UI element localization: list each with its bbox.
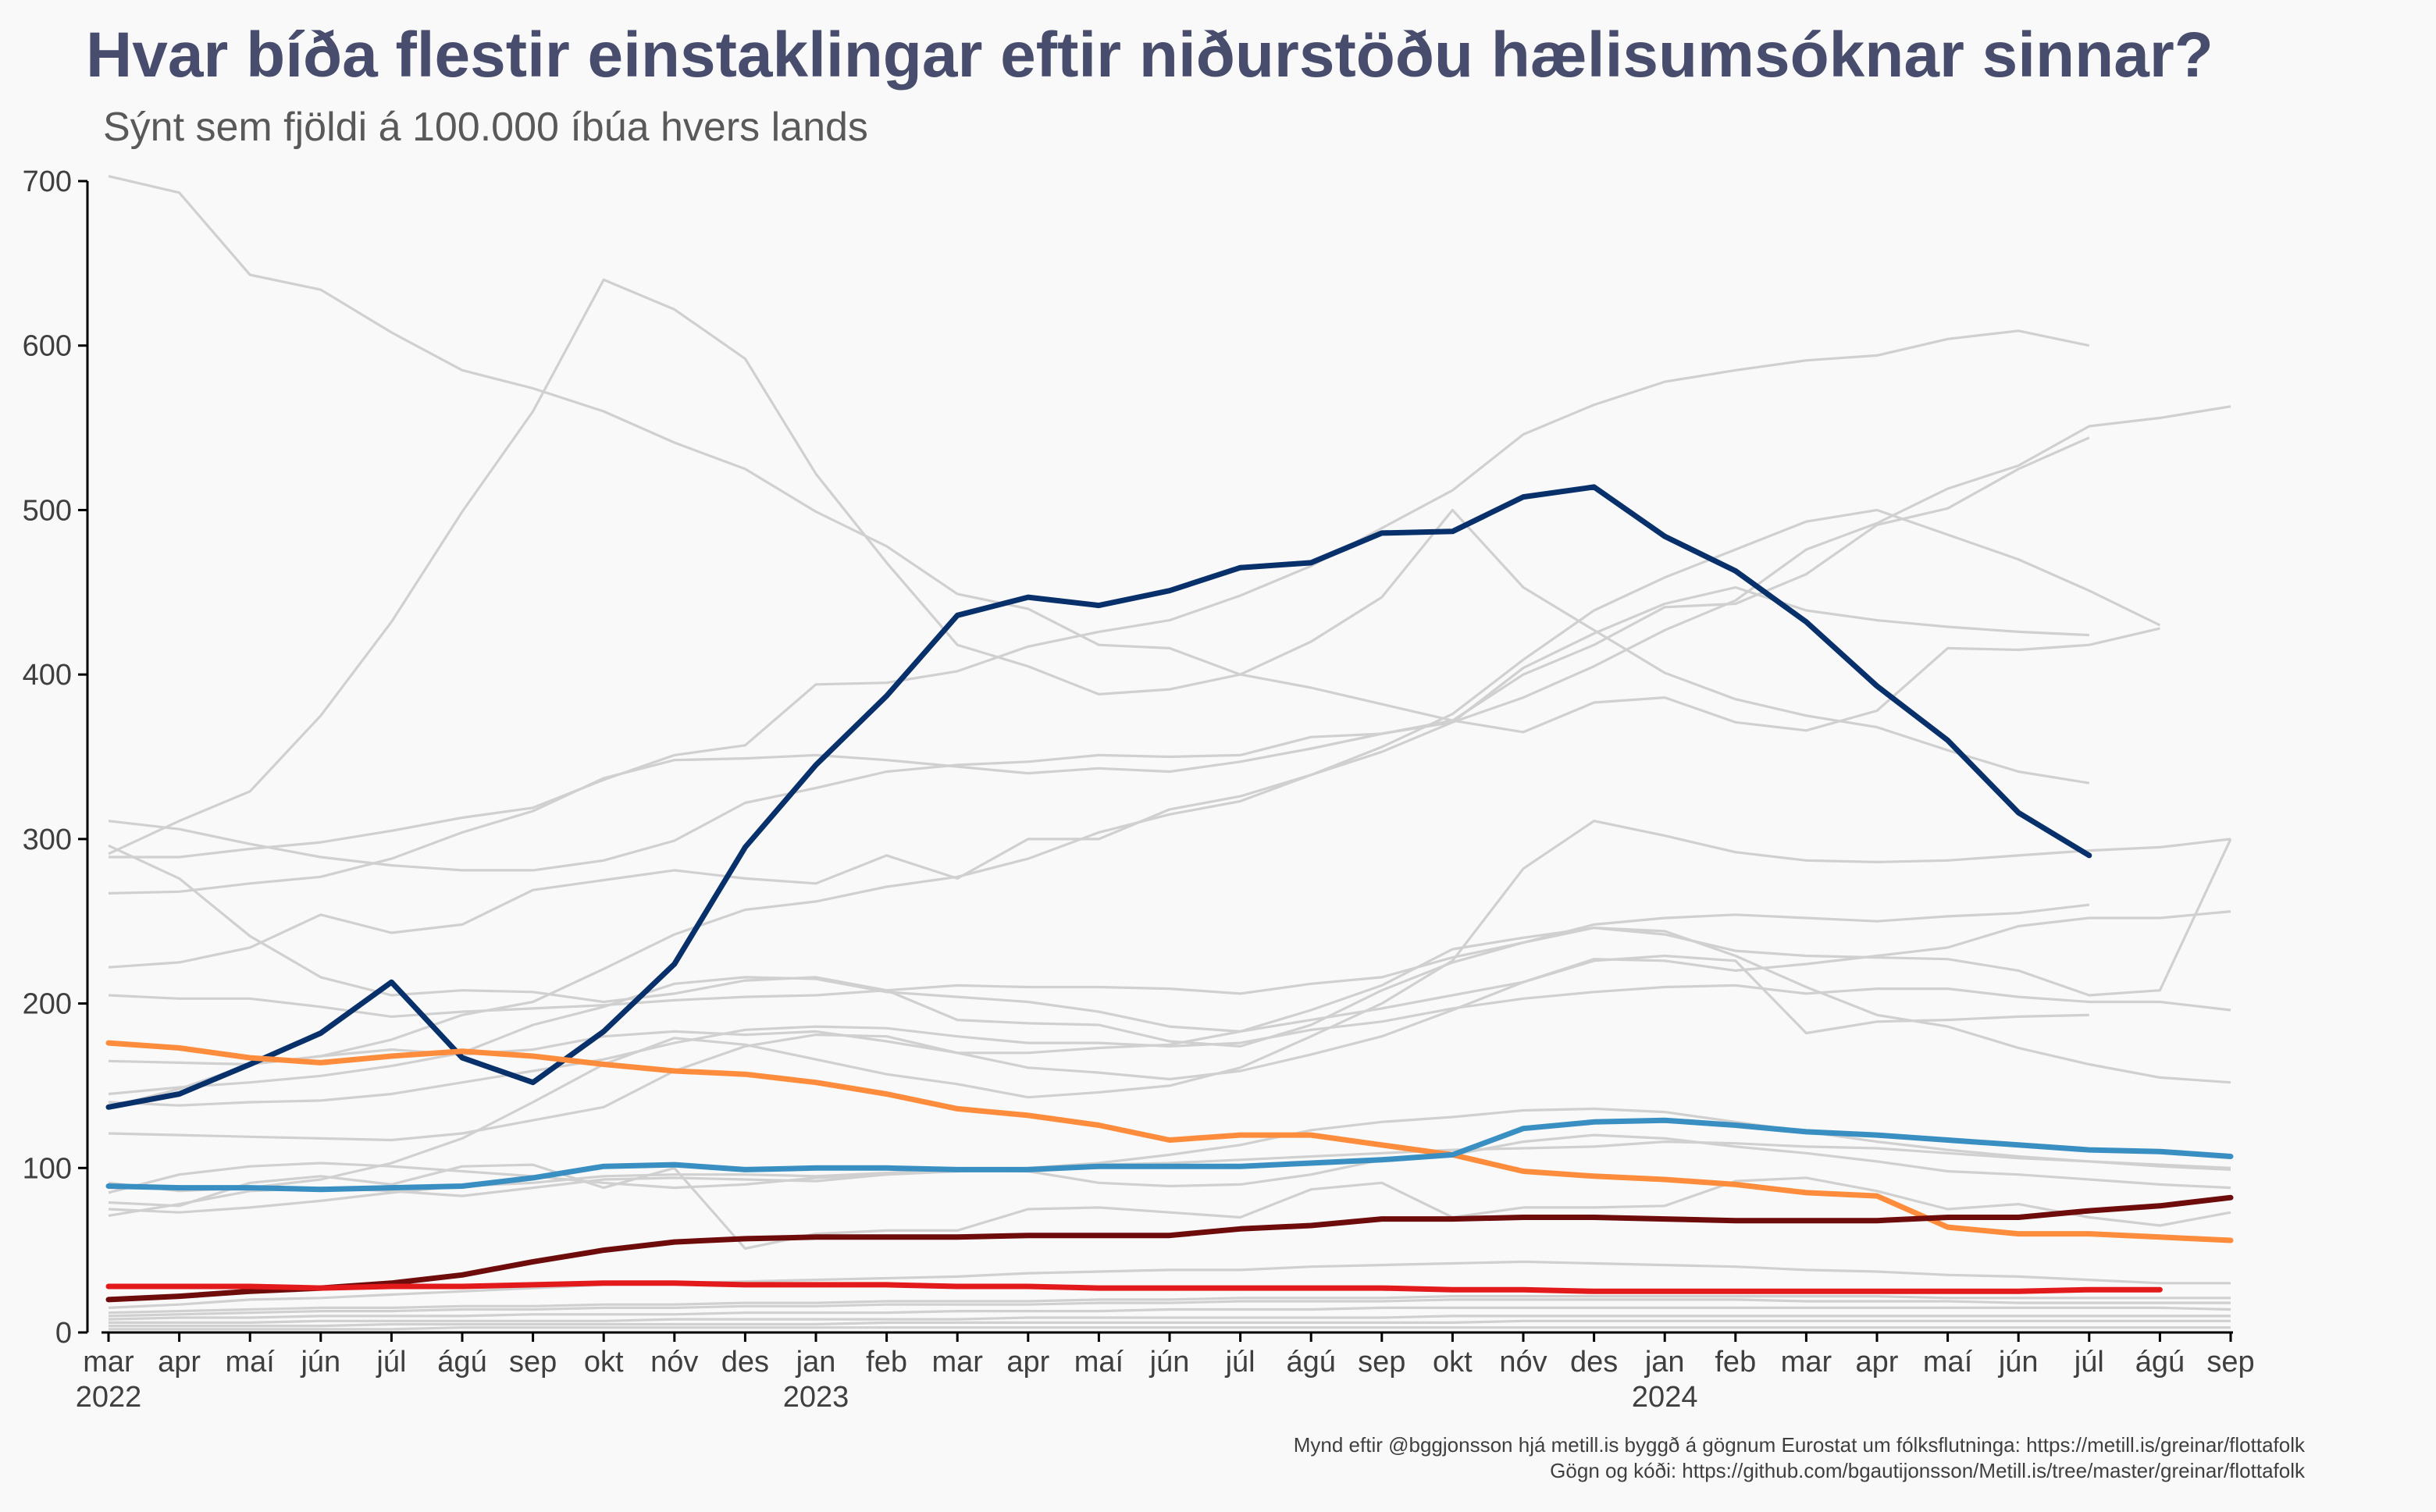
- x-tick-label: maí: [1074, 1346, 1124, 1379]
- background-series-line-23: [109, 1319, 2231, 1328]
- background-series-line-19: [108, 1260, 2231, 1309]
- background-series-line-8: [108, 903, 2089, 1019]
- y-tick-label: 400: [23, 659, 72, 692]
- y-tick-label: 0: [55, 1317, 72, 1350]
- x-tick-label: jún: [1998, 1346, 2039, 1379]
- x-tick-label: nóv: [1499, 1346, 1547, 1379]
- highlight-series-line-2: [105, 1040, 2234, 1243]
- x-tick-label: jan: [1644, 1346, 1685, 1379]
- background-series-line-22: [109, 1315, 2231, 1325]
- y-tick-label: 600: [23, 330, 72, 363]
- y-tick-label: 700: [23, 165, 72, 198]
- x-tick-label: apr: [158, 1346, 201, 1379]
- x-tick-label: apr: [1006, 1346, 1049, 1379]
- x-tick-label: ágú: [437, 1346, 486, 1379]
- x-tick-label: maí: [226, 1346, 276, 1379]
- background-series-line-21: [108, 1306, 2231, 1321]
- background-series-line-5: [108, 436, 2090, 895]
- background-series-line-10: [108, 954, 2089, 1096]
- chart-subtitle: Sýnt sem fjöldi á 100.000 íbúa hvers lan…: [103, 105, 868, 150]
- highlight-series-line-4: [105, 1194, 2234, 1303]
- chart-title: Hvar bíða flestir einstaklingar eftir ni…: [86, 20, 2213, 91]
- x-year-label: 2023: [783, 1381, 849, 1414]
- x-tick-label: jún: [1149, 1346, 1190, 1379]
- background-series-line-2: [108, 278, 2090, 856]
- caption-line-2: Gögn og kóði: https://github.com/bgautij…: [1550, 1459, 2306, 1482]
- x-tick-label: mar: [931, 1346, 983, 1379]
- background-series-line-12: [108, 508, 2161, 1108]
- y-axis-ticks: 0 100 200 300 400 500 600 700: [23, 165, 87, 1350]
- x-tick-label: jún: [300, 1346, 340, 1379]
- background-series-line-7: [108, 585, 2089, 969]
- x-tick-label: jan: [796, 1346, 836, 1379]
- background-series-line-15: [108, 1133, 2231, 1194]
- background-series-line-16: [108, 1163, 2231, 1251]
- y-tick-label: 200: [23, 988, 72, 1021]
- highlight-series-line-5: [105, 1280, 2163, 1294]
- x-tick-label: júl: [1225, 1346, 1255, 1379]
- x-tick-label: sep: [2206, 1346, 2254, 1379]
- x-tick-label: júl: [376, 1346, 406, 1379]
- x-tick-label: sep: [1358, 1346, 1405, 1379]
- background-series-line-20: [108, 1294, 2231, 1315]
- background-series-line-17: [108, 1140, 2231, 1214]
- x-tick-label: júl: [2074, 1346, 2104, 1379]
- x-tick-label: okt: [1433, 1346, 1473, 1379]
- x-tick-label: des: [1570, 1346, 1618, 1379]
- background-series-line-24: [109, 1326, 2231, 1331]
- background-series-line-25: [108, 1298, 2231, 1318]
- background-series-line-4: [108, 844, 2231, 1084]
- x-year-label: 2024: [1632, 1381, 1698, 1414]
- x-tick-label: ágú: [1286, 1346, 1335, 1379]
- highlight-series-line-3: [105, 1117, 2234, 1193]
- x-tick-label: ágú: [2135, 1346, 2185, 1379]
- highlight-series-group: [105, 484, 2234, 1303]
- background-series-line-11: [108, 984, 2231, 1107]
- background-series-group: [108, 175, 2232, 1331]
- x-tick-label: okt: [584, 1346, 624, 1379]
- background-series-line-6: [109, 329, 2090, 859]
- y-tick-label: 300: [23, 824, 72, 856]
- background-series-line-14: [108, 820, 2231, 1193]
- x-tick-label: mar: [83, 1346, 134, 1379]
- x-tick-label: maí: [1923, 1346, 1973, 1379]
- x-axis-ticks: mar apr maí jún júl ágú sep okt nóv des jan feb mar a…: [76, 1332, 2255, 1414]
- background-series-line-13: [108, 910, 2231, 1142]
- x-tick-label: sep: [509, 1346, 557, 1379]
- x-tick-label: mar: [1781, 1346, 1832, 1379]
- background-series-line-3: [108, 405, 2231, 872]
- y-tick-label: 100: [23, 1152, 72, 1185]
- x-tick-label: nóv: [650, 1346, 698, 1379]
- x-tick-label: apr: [1856, 1346, 1899, 1379]
- x-tick-label: feb: [1715, 1346, 1756, 1379]
- x-tick-label: des: [721, 1346, 769, 1379]
- background-series-line-18: [108, 1107, 2231, 1217]
- caption-line-1: Mynd eftir @bggjonsson hjá metill.is byg…: [1294, 1433, 2306, 1457]
- y-tick-label: 500: [23, 494, 72, 527]
- x-tick-label: feb: [866, 1346, 907, 1379]
- highlight-series-line-1: [105, 484, 2092, 1110]
- x-year-label: 2022: [76, 1381, 142, 1414]
- background-series-line-1: [108, 175, 2160, 734]
